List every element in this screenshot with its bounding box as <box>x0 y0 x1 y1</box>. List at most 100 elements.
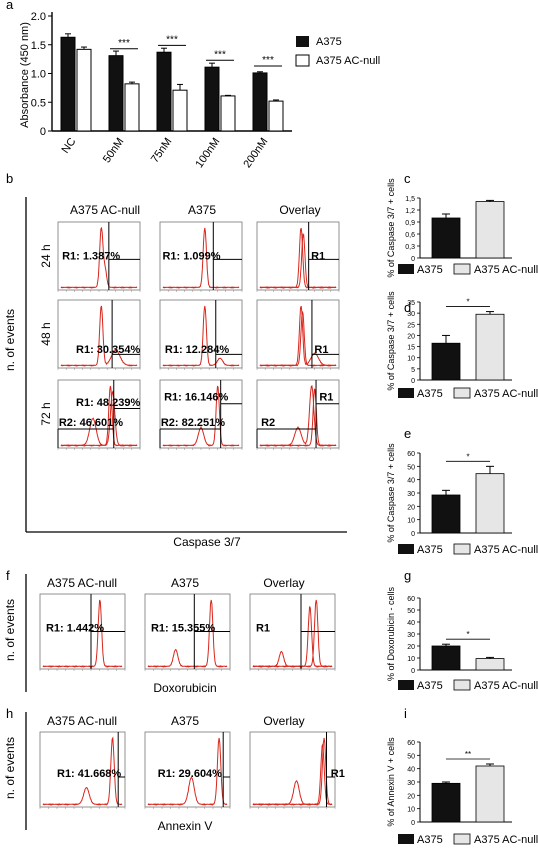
column-header: A375 AC-null <box>47 714 117 728</box>
bar-a375 <box>156 51 172 132</box>
legend-swatch-acnull <box>453 387 471 399</box>
bar-a375-acnull <box>76 48 92 132</box>
histogram-frame <box>159 379 243 449</box>
x-tick-label-a: 75nM <box>149 136 175 165</box>
gate-label: R1: 15.355% <box>151 623 215 635</box>
column-header: Overlay <box>279 203 320 217</box>
bar-a375-acnull <box>220 95 236 132</box>
histogram-trace <box>147 737 228 806</box>
panel-letter-b: b <box>6 171 13 186</box>
y-tick-label-c: 0,6 <box>405 232 415 239</box>
legend-label-a375: A375 <box>417 388 443 400</box>
legend-swatch-a375 <box>398 544 414 554</box>
panel-letter-e: e <box>404 426 411 441</box>
histogram-frame <box>159 299 243 369</box>
bar-a375-acnull <box>475 473 505 534</box>
y-tick-label-i: 50 <box>407 753 415 760</box>
legend-swatch-a375 <box>398 388 414 398</box>
legend-label-a375: A375 <box>417 544 443 556</box>
legend-swatch-a375 <box>398 834 414 844</box>
y-tick-label-a: 1.5 <box>31 40 46 52</box>
bar-a375-acnull <box>124 83 140 132</box>
y-tick-label-c: 1,2 <box>405 208 415 215</box>
y-tick-label-i: 10 <box>407 807 415 814</box>
y-tick-label-c: 0 <box>411 256 415 263</box>
gate-label: R1: 30.354% <box>76 344 140 356</box>
gate-label: R1: 48.239% <box>76 397 140 409</box>
y-tick-label-d: 5 <box>411 367 415 374</box>
y-tick-label-d: 35 <box>407 300 415 307</box>
legend-label-acnull: A375 AC-null <box>474 264 538 276</box>
gate-label: R1: 1.099% <box>162 250 220 262</box>
histogram-trace <box>147 599 228 668</box>
histogram-trace <box>162 227 240 289</box>
legend-swatch-a375 <box>398 680 414 690</box>
y-tick-label-e: 60 <box>407 451 415 458</box>
panel-letter-panel_f: f <box>6 568 10 583</box>
gate-label: R1 <box>311 250 325 262</box>
significance-label: *** <box>262 55 274 66</box>
y-axis-label-panel_f: n. of events <box>3 599 17 661</box>
bar-a375 <box>431 782 461 823</box>
y-tick-label-d: 15 <box>407 345 415 352</box>
y-axis-label-panel_h: n. of events <box>3 737 17 799</box>
legend-swatch-acnull <box>295 54 310 67</box>
column-header: A375 AC-null <box>47 576 117 590</box>
histogram-trace <box>60 385 138 447</box>
y-tick-label-e: 30 <box>407 491 415 498</box>
legend-label-a375: A375 <box>417 834 443 846</box>
significance-label: * <box>466 298 469 307</box>
y-tick-label-c: 0,9 <box>405 220 415 227</box>
bar-a375 <box>431 494 461 534</box>
y-tick-label-e: 0 <box>411 531 415 538</box>
y-tick-label-i: 0 <box>411 820 415 827</box>
bar-a375-acnull <box>268 100 284 132</box>
legend-swatch-acnull <box>453 679 471 691</box>
significance-label: * <box>466 452 469 461</box>
y-tick-label-d: 25 <box>407 322 415 329</box>
histogram-frame <box>57 379 141 449</box>
gate-label: R1 <box>314 344 328 356</box>
gate-label: R1: 16.146% <box>164 391 228 403</box>
y-tick-label-a: 0 <box>40 126 46 138</box>
y-tick-label-i: 30 <box>407 780 415 787</box>
bar-a375-acnull <box>475 313 505 381</box>
y-tick-label-a: 2.0 <box>31 11 46 23</box>
gate-label: R1: 12.284% <box>165 344 229 356</box>
y-tick-label-g: 10 <box>407 656 415 663</box>
bar-a375-acnull <box>475 658 505 671</box>
bar-a375-acnull <box>172 89 188 132</box>
significance-label: *** <box>166 34 178 45</box>
panel-letter-d: d <box>404 300 411 315</box>
y-tick-label-i: 60 <box>407 740 415 747</box>
bar-a375 <box>204 66 220 132</box>
bar-a375 <box>431 342 461 381</box>
gate-label: R1: 29.604% <box>158 768 222 780</box>
gate-label: R1: 41.668% <box>57 768 121 780</box>
y-tick-label-i: 20 <box>407 793 415 800</box>
y-axis-label-e: % of Caspase 3/7 + cells <box>386 443 396 543</box>
histogram-trace <box>162 305 240 367</box>
legend-swatch-a375 <box>398 264 414 274</box>
legend-swatch-acnull <box>453 833 471 845</box>
row-label: 72 h <box>39 402 53 425</box>
legend-label-acnull: A375 AC-null <box>474 388 538 400</box>
y-tick-label-g: 0 <box>411 668 415 675</box>
histogram-trace <box>252 599 333 668</box>
y-axis-label-g: % of Doxorubicin - cells <box>386 586 396 681</box>
legend-swatch-acnull <box>453 543 471 555</box>
panel-letter-c: c <box>404 171 411 186</box>
y-tick-label-d: 30 <box>407 311 415 318</box>
bar-a375-acnull <box>475 765 505 823</box>
legend-swatch-acnull <box>453 263 471 275</box>
y-tick-label-g: 30 <box>407 632 415 639</box>
bar-a375 <box>431 645 461 671</box>
legend-label-a375: A375 <box>316 36 342 48</box>
histogram-trace <box>60 305 138 367</box>
significance-label: *** <box>118 38 130 49</box>
y-tick-label-e: 40 <box>407 478 415 485</box>
legend-label-a375: A375 <box>417 680 443 692</box>
y-tick-label-g: 50 <box>407 608 415 615</box>
x-tick-label-a: NC <box>60 136 79 156</box>
